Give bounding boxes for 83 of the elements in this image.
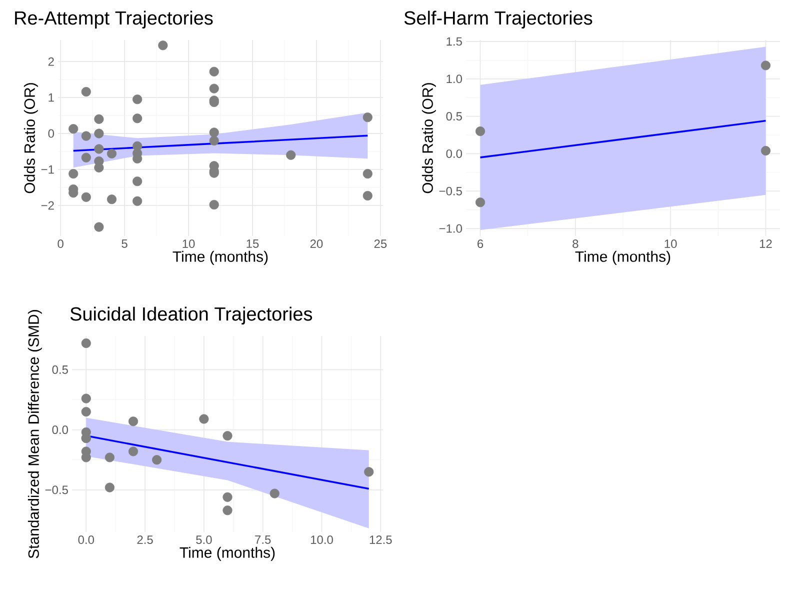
y-tick-label: 0.5	[52, 365, 68, 374]
y-tick-label: −0.5	[45, 486, 68, 494]
point	[270, 488, 280, 498]
point	[68, 124, 78, 134]
point	[128, 446, 138, 456]
y-tick-label: 0.0	[52, 426, 68, 434]
chart-title: Self-Harm Trajectories	[404, 10, 592, 28]
point	[209, 84, 219, 94]
y-tick-label: −2	[41, 201, 54, 210]
point	[286, 150, 296, 160]
x-axis-title: Time (months)	[180, 546, 275, 561]
y-tick-label: 0.5	[446, 112, 462, 121]
point	[94, 144, 104, 154]
point	[209, 128, 219, 138]
y-tick-label: 0	[48, 129, 54, 138]
chart-title: Suicidal Ideation Trajectories	[70, 306, 312, 324]
point	[94, 128, 104, 138]
y-tick-label: −1.0	[439, 224, 462, 233]
point	[132, 176, 142, 186]
y-tick-label: 2	[48, 57, 54, 66]
point	[81, 131, 91, 141]
x-tick-label: 10	[182, 240, 195, 248]
point	[222, 506, 232, 516]
y-tick-label: 1	[48, 93, 54, 102]
point	[104, 482, 115, 492]
point	[94, 222, 104, 232]
x-tick-label: 12.5	[370, 536, 392, 544]
x-axis-title: Time (months)	[575, 250, 670, 265]
x-tick-label: 8	[572, 240, 578, 248]
x-axis-title: Time (months)	[172, 250, 268, 265]
x-tick-label: 10.0	[310, 536, 333, 544]
y-tick-label: −0.5	[439, 186, 462, 196]
point	[362, 168, 372, 179]
point	[132, 94, 142, 104]
x-tick-label: 15	[246, 240, 259, 248]
point	[128, 416, 138, 426]
point	[475, 126, 486, 136]
point	[81, 192, 91, 202]
point	[209, 66, 219, 76]
point	[209, 200, 219, 210]
x-tick-label: 6	[478, 240, 484, 248]
x-tick-label: 5	[122, 240, 128, 248]
point	[209, 136, 219, 146]
point	[152, 455, 162, 465]
point	[81, 338, 91, 348]
y-axis-title: Standardized Mean Difference (SMD)	[28, 310, 42, 558]
point	[94, 114, 104, 124]
x-tick-label: 5.0	[196, 536, 212, 544]
point	[132, 196, 142, 206]
x-tick-label: 12	[760, 240, 772, 248]
point	[81, 406, 91, 417]
point	[158, 40, 168, 50]
point	[132, 114, 142, 124]
point	[760, 146, 771, 156]
point	[475, 198, 486, 208]
chart-title: Re-Attempt Trajectories	[15, 10, 213, 28]
x-tick-label: 20	[310, 240, 323, 248]
point	[81, 394, 91, 404]
point	[362, 190, 372, 201]
point	[106, 148, 117, 158]
point	[81, 86, 91, 97]
y-axis-title: Odds Ratio (OR)	[422, 83, 436, 194]
x-tick-label: 0.0	[78, 536, 94, 544]
y-tick-label: 0.0	[446, 149, 462, 158]
point	[362, 112, 372, 122]
point	[364, 467, 374, 477]
y-tick-label: 1.0	[446, 74, 462, 84]
x-tick-label: 25	[374, 240, 387, 248]
y-tick-label: 1.5	[446, 37, 462, 46]
point	[760, 60, 771, 70]
point	[104, 452, 115, 462]
point	[81, 452, 91, 462]
point	[68, 168, 78, 179]
point	[199, 414, 209, 424]
point	[106, 194, 117, 204]
x-tick-label: 10	[664, 240, 677, 248]
y-tick-label: −1	[41, 165, 54, 174]
y-axis-title: Odds Ratio (OR)	[24, 83, 38, 194]
point	[222, 430, 232, 441]
point	[222, 492, 232, 502]
x-tick-label: 7.5	[255, 536, 271, 544]
x-tick-label: 2.5	[137, 536, 153, 544]
point	[81, 152, 91, 162]
